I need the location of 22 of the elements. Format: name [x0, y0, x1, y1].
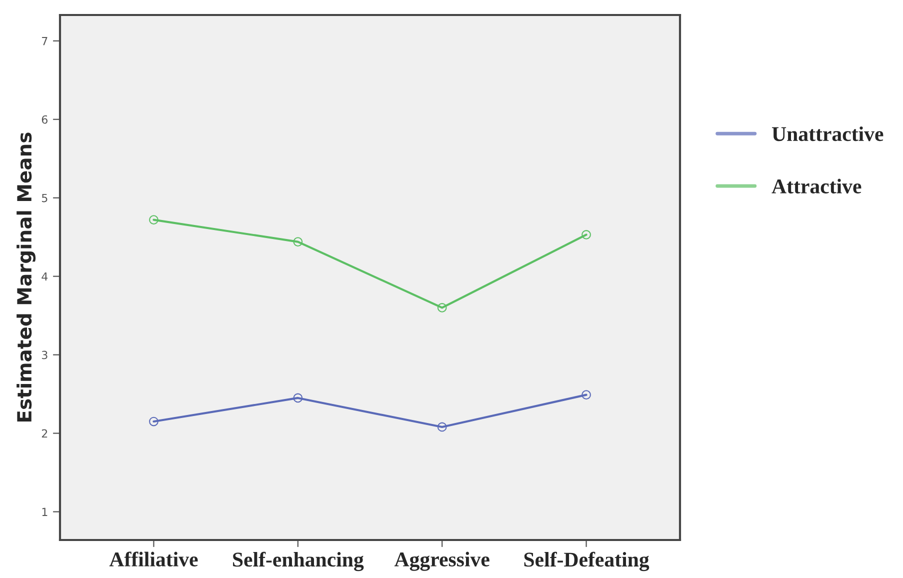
y-axis-title: Estimated Marginal Means	[16, 132, 36, 422]
point	[437, 422, 447, 432]
y-tick-label: 3	[42, 350, 48, 360]
x-tick-label: Affiliative	[109, 552, 198, 566]
point	[582, 390, 591, 400]
x-tick-label: Self-enhancing	[233, 552, 364, 572]
point	[293, 237, 303, 246]
y-tick-label: 4	[42, 272, 48, 281]
y-tick-label: 5	[42, 194, 48, 202]
y-tick-label: 2	[42, 429, 48, 438]
point	[582, 230, 591, 240]
x-tick-label: Aggressive	[394, 552, 490, 571]
y-tick-label: 7	[42, 37, 48, 46]
y-tick-label: 1	[42, 508, 48, 516]
point	[149, 215, 158, 225]
point	[149, 416, 158, 426]
legend-label: Unattractive	[772, 126, 884, 142]
point	[437, 303, 447, 312]
x-tick-label: Self-Defeating	[524, 552, 650, 572]
point	[293, 393, 303, 403]
y-tick-label: 6	[42, 115, 48, 124]
legend-label: Attractive	[772, 178, 862, 194]
